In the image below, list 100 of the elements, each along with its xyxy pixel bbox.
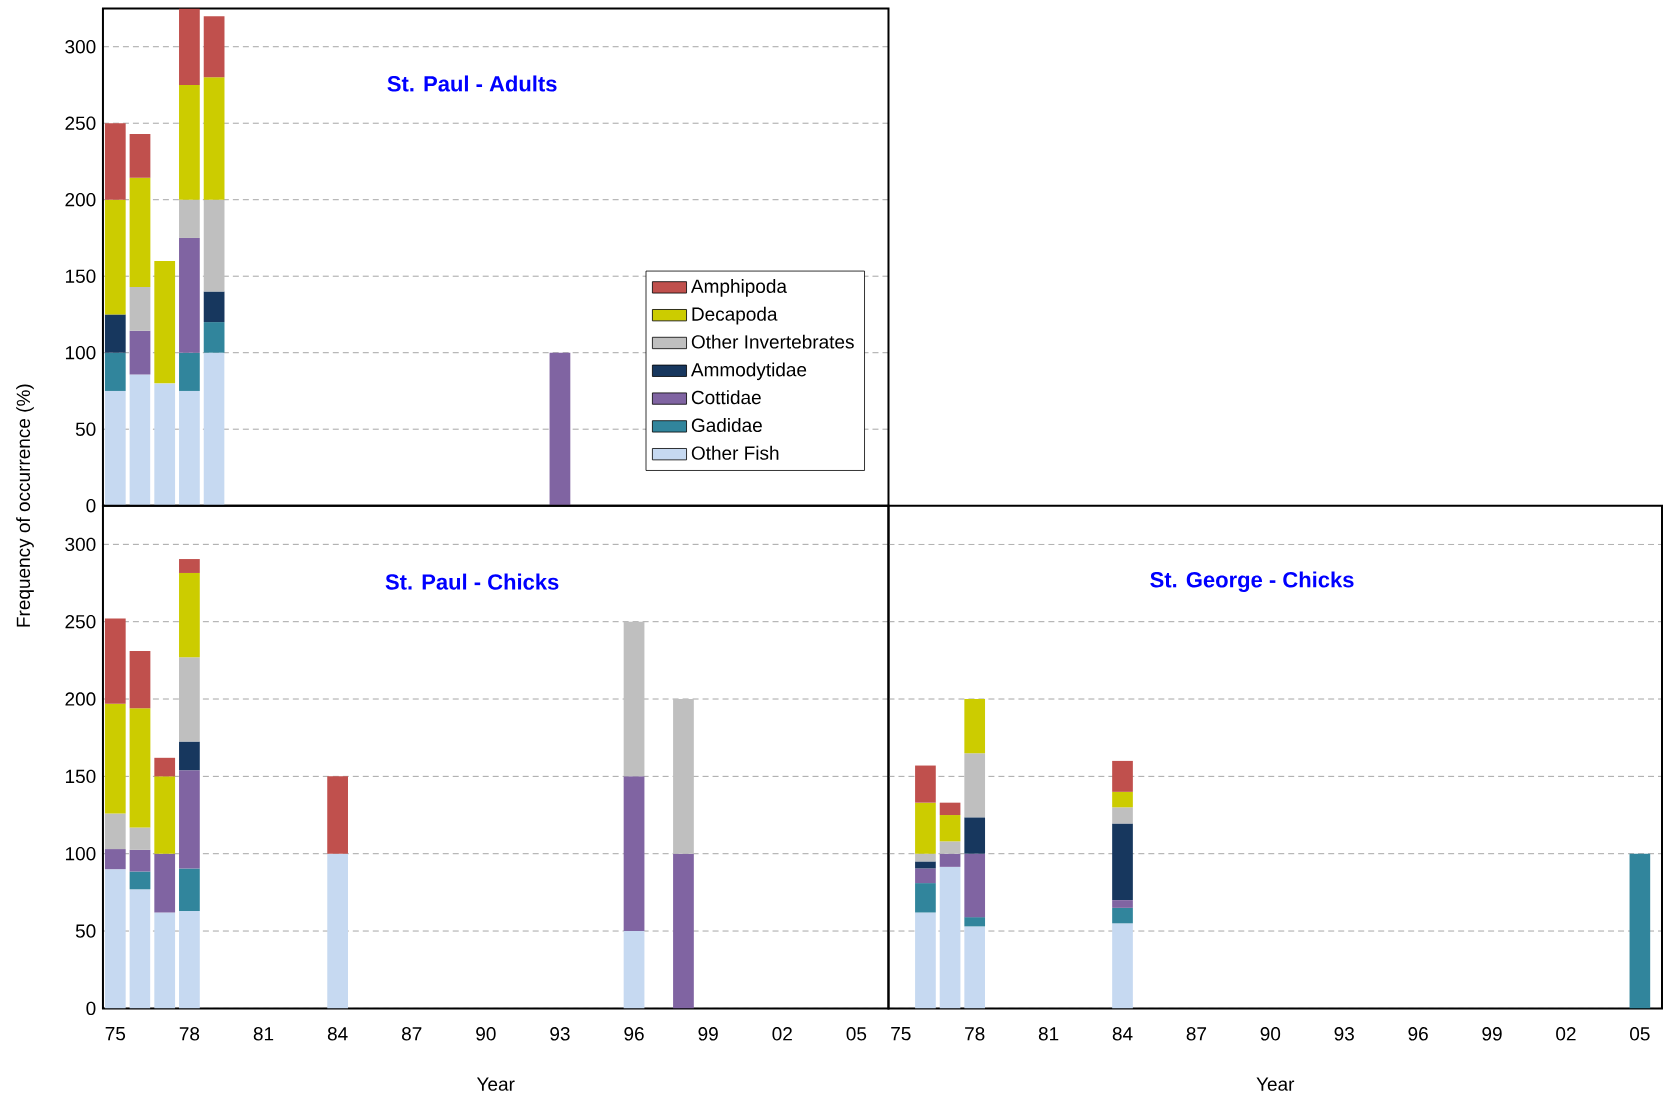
bar (939, 802, 961, 815)
bar (915, 765, 936, 803)
bar (964, 753, 986, 818)
bar (623, 930, 645, 1009)
bar (1112, 900, 1133, 908)
bar (129, 134, 151, 178)
bar (104, 848, 126, 870)
bar (179, 657, 200, 742)
text: St. George - Chicks (1150, 571, 1354, 592)
bar (203, 77, 225, 200)
legend-label: Decapoda (692, 306, 778, 325)
bar (623, 621, 645, 777)
x-tick-label: 84 (327, 1027, 348, 1041)
y-tick-label: 150 (65, 769, 96, 784)
bar (964, 817, 986, 854)
x-tick-label: 02 (1556, 1027, 1576, 1041)
x-tick-label: 78 (179, 1027, 200, 1041)
bar (129, 708, 151, 828)
bar (179, 910, 200, 1009)
bar (104, 352, 126, 391)
bar (179, 770, 200, 869)
text: St. Paul - Adults (387, 75, 557, 92)
bar (964, 853, 986, 918)
y-tick-label: 100 (65, 846, 96, 861)
x-tick-label: 02 (772, 1027, 792, 1041)
bar (964, 926, 986, 1009)
x-tick-label: 05 (846, 1027, 867, 1041)
y-tick-label: 50 (75, 924, 96, 938)
bar (623, 776, 645, 931)
x-tick-label: 90 (476, 1027, 496, 1041)
bar (939, 841, 961, 854)
y-tick-label: 200 (65, 692, 96, 706)
bar (327, 853, 348, 1009)
y-tick-label: 0 (86, 1001, 96, 1016)
legend-label: Gadidae (691, 417, 762, 432)
bar (327, 776, 348, 854)
y-tick-label: 300 (65, 39, 96, 54)
bar (915, 861, 936, 869)
bar (203, 352, 225, 506)
bar (154, 383, 176, 506)
legend-label: Cottidae (691, 390, 761, 405)
bar (939, 853, 961, 867)
bar (129, 871, 151, 890)
bar (154, 912, 176, 1009)
bar (939, 866, 961, 1009)
bar (915, 912, 936, 1009)
bar (915, 802, 936, 854)
y-tick-label: 50 (75, 422, 96, 436)
bar (129, 374, 151, 506)
legend-label: Other Invertebrates (691, 334, 854, 349)
text: St. Paul - Chicks (385, 573, 559, 590)
x-tick-label: 84 (1112, 1027, 1133, 1041)
x-tick-label: 05 (1630, 1027, 1650, 1041)
bar (673, 698, 694, 854)
bar (203, 16, 225, 78)
bar (154, 757, 176, 777)
bar (203, 199, 225, 292)
x-tick-label: 96 (1408, 1027, 1428, 1041)
bar (1112, 791, 1133, 808)
bar (179, 352, 200, 391)
x-tick-label: 78 (965, 1027, 985, 1041)
bar (104, 618, 126, 704)
bar (915, 883, 936, 913)
x-tick-label: 75 (105, 1027, 126, 1041)
x-tick-label: 75 (891, 1027, 911, 1041)
bar (179, 741, 200, 771)
bar (104, 390, 126, 506)
x-tick-label: 87 (1186, 1027, 1207, 1041)
y-tick-label: 250 (65, 116, 96, 130)
bar (179, 84, 200, 200)
bar (1112, 907, 1133, 924)
bar (549, 352, 571, 506)
y-tick-label: 250 (65, 614, 96, 629)
bar (1629, 853, 1651, 1009)
x-tick-label: 93 (1334, 1027, 1354, 1041)
bar (179, 572, 200, 658)
bar (179, 558, 200, 573)
x-axis-title: Year (1256, 1077, 1295, 1091)
bar (939, 814, 961, 842)
bar (104, 813, 126, 849)
bar (1112, 760, 1133, 792)
bar (154, 853, 176, 913)
legend-label: Amphipoda (690, 278, 787, 297)
bar (1112, 823, 1133, 901)
bar (179, 199, 200, 238)
y-axis-title: Frequency of occurrence (%) (16, 384, 34, 627)
bar (1112, 923, 1133, 1009)
x-tick-label: 87 (401, 1027, 422, 1041)
bar (129, 286, 151, 331)
x-tick-label: 99 (698, 1027, 718, 1041)
legend-label: Other Fish (691, 445, 779, 460)
bar (964, 698, 986, 754)
x-tick-label: 93 (550, 1027, 570, 1041)
bar (129, 849, 151, 872)
bar (179, 868, 200, 911)
bar (964, 917, 986, 927)
bar (179, 390, 200, 506)
y-tick-label: 0 (86, 498, 96, 513)
bar (154, 260, 176, 384)
bar (179, 8, 200, 85)
